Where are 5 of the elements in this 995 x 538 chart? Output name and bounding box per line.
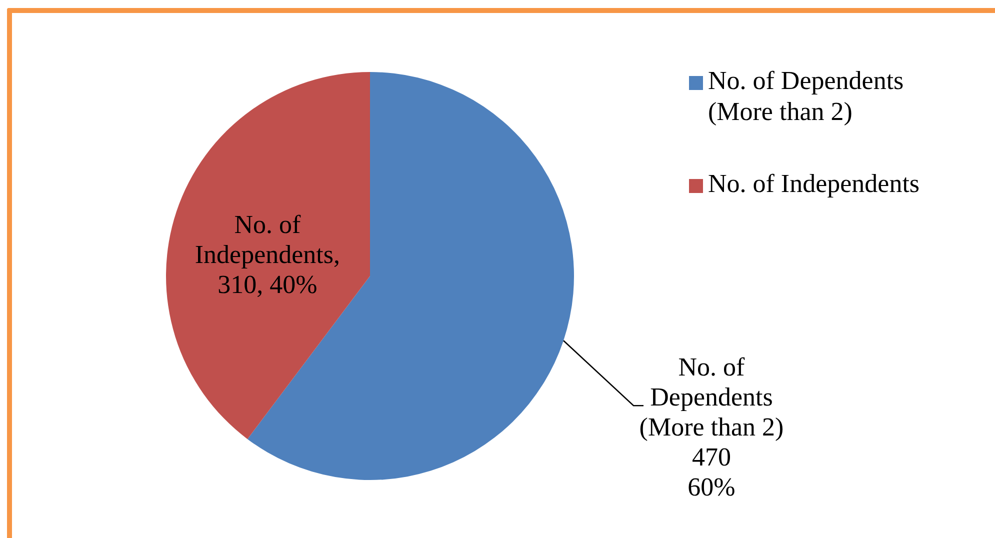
pie-slice — [166, 72, 370, 440]
legend-label: No. of Independents — [708, 168, 921, 199]
legend-label: No. of Dependents (More than 2) — [708, 65, 905, 127]
data-label: No. of Dependents (More than 2) 470 60% — [639, 352, 784, 502]
data-label: No. of Independents, 310, 40% — [194, 210, 340, 299]
